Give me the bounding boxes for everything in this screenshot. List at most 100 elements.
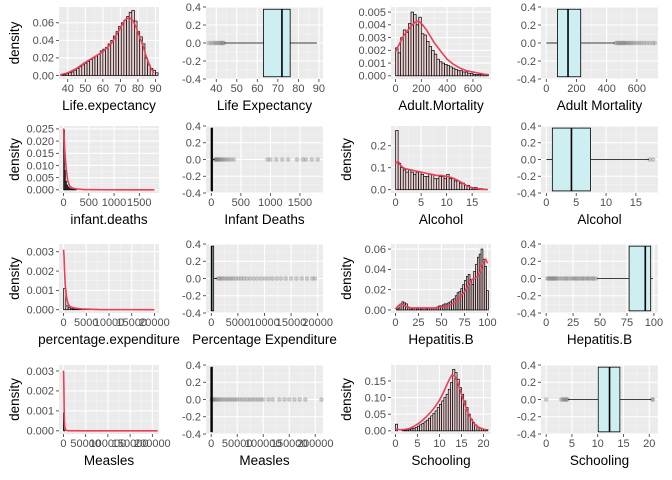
histogram-bar — [446, 65, 451, 77]
y-tick-label: 0.003 — [26, 247, 54, 259]
outlier-point — [259, 276, 264, 281]
x-tick-label: 25 — [567, 317, 579, 329]
x-axis-title: Adult.Mortality — [398, 98, 484, 113]
x-tick-label: 10 — [592, 438, 604, 450]
x-tick-label: 1000 — [102, 197, 126, 209]
histogram-bars — [60, 10, 159, 76]
y-tick-label: 0.00 — [33, 70, 54, 82]
outlier-point — [294, 276, 299, 281]
histogram-bar — [123, 19, 127, 76]
panel-15: 0 5 10 15 20 0.00 0.05 0.10 0.15 Schooling density — [339, 365, 491, 468]
outlier-point — [213, 157, 218, 162]
x-tick-label: 20 — [477, 438, 489, 450]
x-tick-label: 5 — [573, 197, 579, 209]
outlier-point — [238, 276, 244, 281]
histogram-bar — [415, 24, 420, 77]
y-tick-label: -0.4 — [517, 308, 536, 320]
histogram-bar — [433, 178, 437, 191]
x-tick-label: 50 — [435, 317, 447, 329]
histogram-bar — [86, 61, 91, 76]
outlier-point — [630, 40, 635, 46]
axes: 0 5 10 15 0.0 0.1 0.2 Alcohol density — [339, 138, 478, 227]
x-tick-label: 0 — [543, 197, 549, 209]
x-tick-label: 40 — [210, 83, 222, 95]
boxplot — [209, 366, 324, 433]
outlier-point — [614, 40, 620, 46]
y-tick-label: 0.0 — [186, 38, 201, 50]
x-tick-label: 90 — [313, 83, 325, 95]
x-tick-label: 0 — [392, 83, 398, 95]
outlier-point — [216, 40, 221, 46]
x-tick-label: 60 — [251, 83, 263, 95]
x-tick-label: 400 — [597, 83, 615, 95]
outlier-point — [214, 157, 219, 162]
x-tick-label: 15 — [466, 197, 478, 209]
x-tick-label: 100 — [645, 317, 663, 329]
histogram-bar — [405, 32, 409, 77]
y-tick-label: 0.001 — [26, 406, 54, 418]
histogram-bar — [68, 72, 72, 76]
outlier-point — [577, 276, 582, 281]
x-tick-label: 70 — [272, 83, 284, 95]
x-tick-label: 25 — [412, 317, 424, 329]
outlier-point — [570, 276, 576, 281]
histogram-bar — [418, 16, 422, 77]
x-tick-label: 1500 — [288, 197, 312, 209]
histogram-bar — [110, 40, 114, 76]
y-tick-label: 0.0 — [186, 394, 201, 406]
x-tick-label: 100000 — [245, 438, 282, 450]
outlier-point — [650, 40, 656, 46]
outlier-point — [231, 157, 237, 162]
y-tick-label: 0.2 — [521, 20, 536, 32]
x-tick-label: 10000 — [94, 317, 125, 329]
outlier-point — [644, 40, 649, 46]
outlier-point — [619, 40, 625, 46]
outlier-point — [310, 276, 315, 281]
outlier-point — [283, 276, 289, 281]
outlier-point — [230, 397, 236, 402]
histogram-bar — [441, 176, 445, 191]
outlier-point — [585, 276, 591, 281]
outlier-point — [590, 276, 595, 281]
outlier-point — [234, 397, 240, 402]
histogram-bar — [464, 71, 469, 77]
x-tick-label: 10 — [600, 197, 612, 209]
outlier-point — [220, 397, 225, 402]
outlier-point — [251, 276, 257, 281]
histogram-bar — [441, 62, 445, 77]
outlier-point — [593, 276, 599, 281]
y-tick-label: 0.2 — [186, 377, 201, 389]
outlier-point — [212, 157, 218, 162]
panel-11: 0 25 50 75 100 0.00 0.02 0.04 0.06 Hepatitis.B den… — [339, 244, 497, 347]
outlier-point — [561, 276, 566, 281]
outlier-point — [647, 157, 652, 162]
outlier-point — [618, 40, 623, 46]
outlier-point — [274, 276, 280, 281]
axes: 40 50 60 70 80 90 -0.4 -0.2 0.0 0.2 0.4 Life Expect… — [182, 2, 325, 113]
boxplot — [543, 366, 656, 433]
histogram-bar — [423, 176, 427, 191]
x-axis-title: Alcohol — [577, 212, 621, 227]
y-tick-label: 0.002 — [26, 386, 54, 398]
y-tick-label: 0.000 — [26, 426, 54, 438]
y-tick-label: 0.0 — [186, 273, 201, 285]
histogram-bar — [443, 178, 447, 191]
outlier-point — [641, 40, 647, 46]
histogram-bar — [444, 63, 448, 77]
outlier-point — [237, 397, 243, 402]
x-tick-label: 15 — [630, 197, 642, 209]
outlier-point — [241, 276, 247, 281]
outlier-point — [623, 40, 629, 46]
x-tick-label: 50 — [594, 317, 606, 329]
y-tick-label: 0.0 — [521, 394, 536, 406]
x-tick-label: 50000 — [70, 438, 101, 450]
outlier-point — [218, 40, 224, 46]
x-axis-title: Schooling — [570, 453, 629, 468]
outlier-point — [299, 276, 305, 281]
x-axis-title: Schooling — [411, 453, 470, 468]
histogram-bar — [462, 71, 466, 77]
histogram-bar — [451, 178, 455, 191]
outlier-point — [627, 40, 632, 46]
